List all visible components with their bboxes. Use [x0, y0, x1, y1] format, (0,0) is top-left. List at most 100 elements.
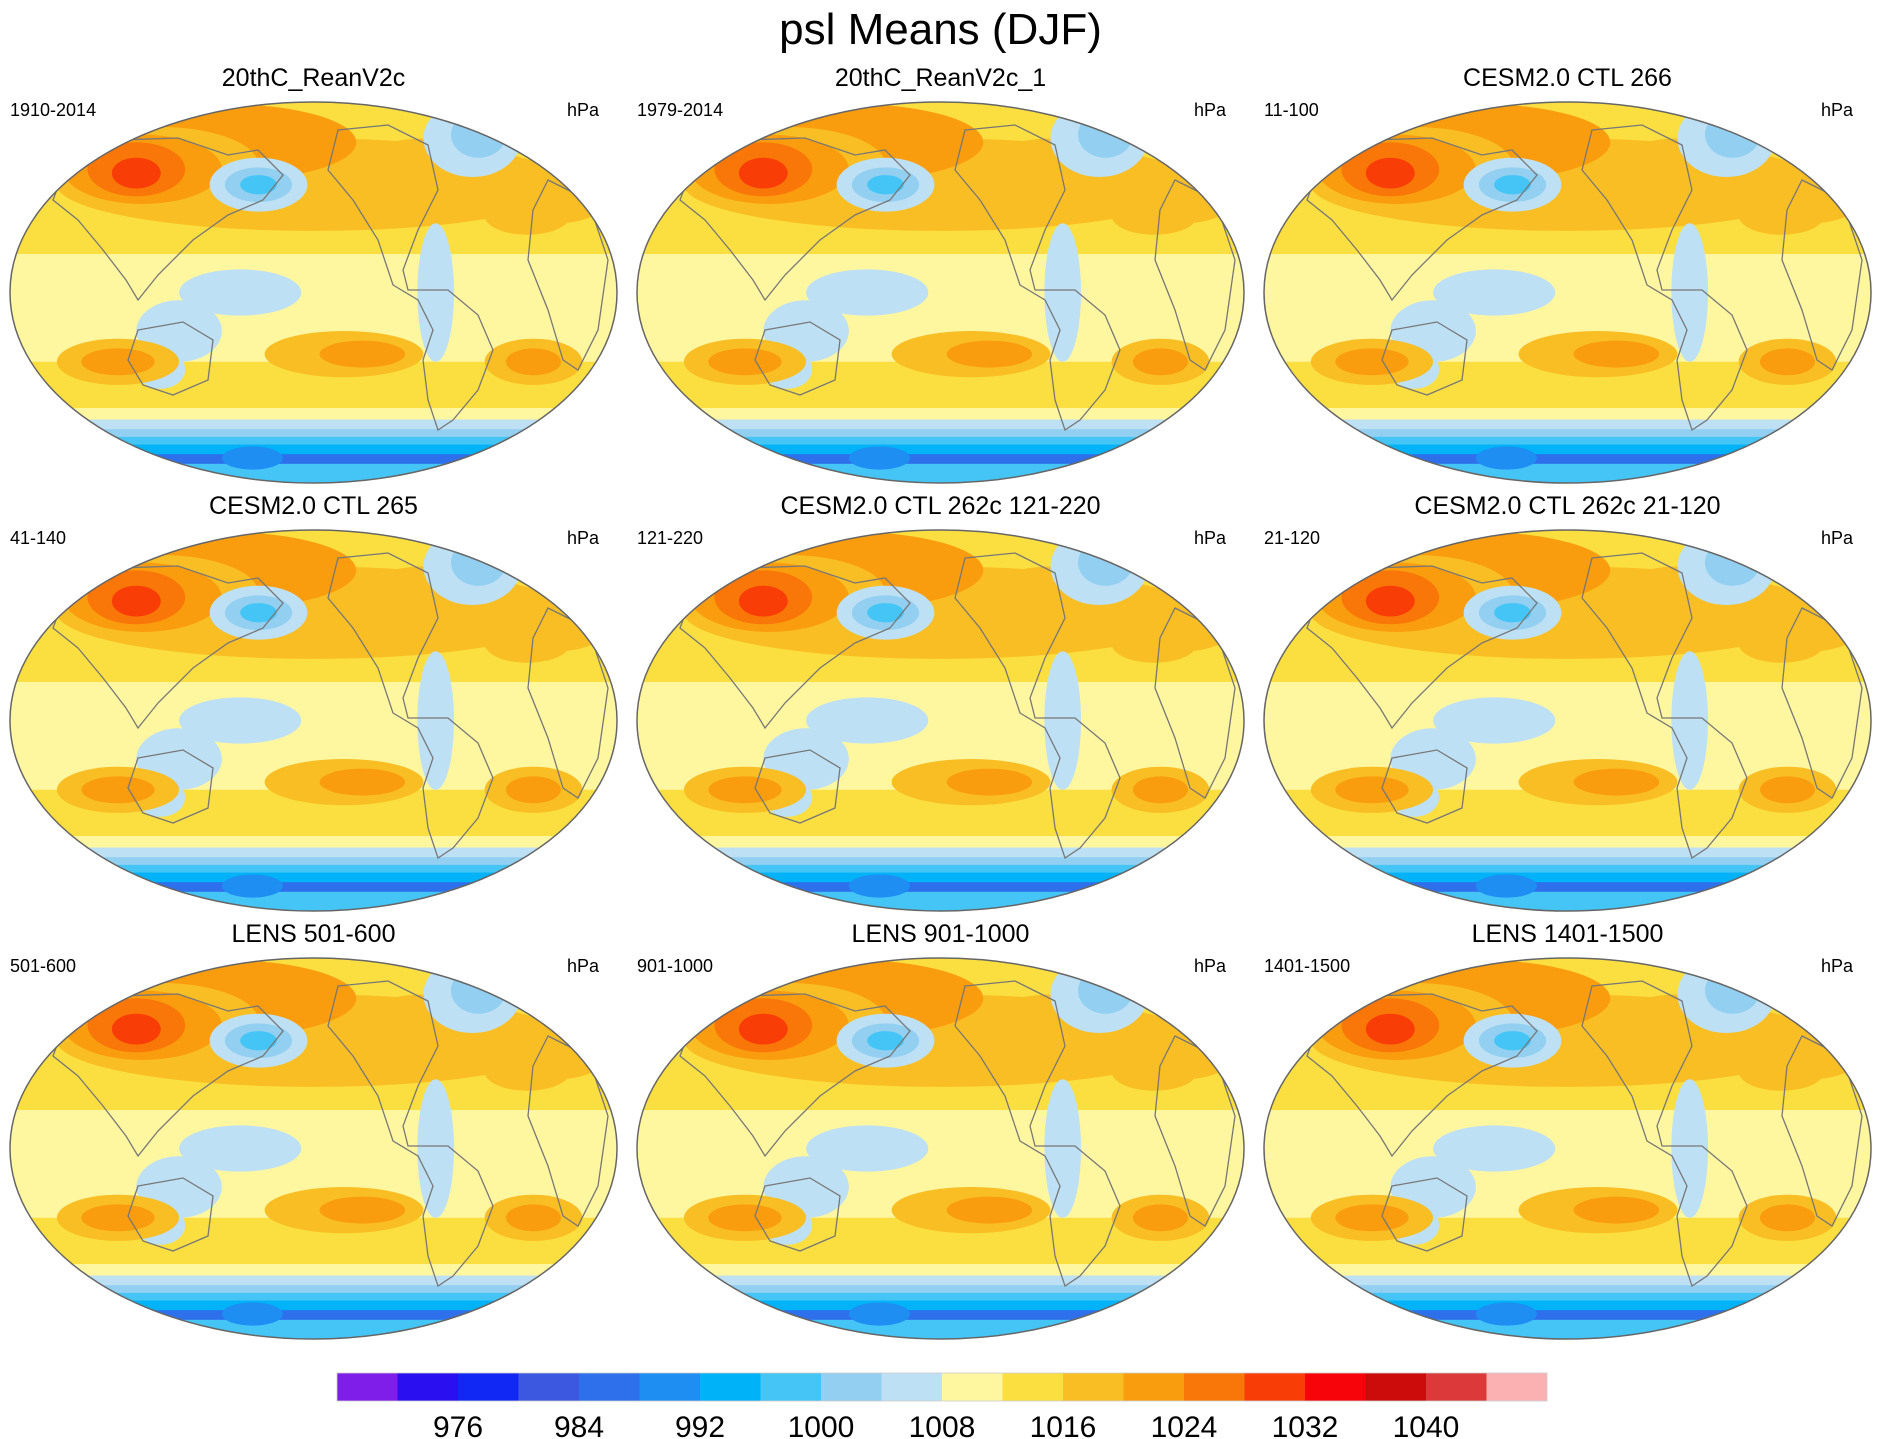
- coastline: [1781, 1035, 1863, 1227]
- pressure-band: [10, 444, 617, 456]
- pressure-band: [1264, 1110, 1871, 1142]
- colorbar-swatch: [518, 1373, 579, 1401]
- pressure-contour: [1365, 1013, 1415, 1045]
- pressure-band: [1264, 429, 1871, 438]
- pressure-contour: [1759, 1204, 1815, 1232]
- coastline: [527, 1035, 609, 1227]
- pressure-band: [10, 419, 617, 431]
- coastline: [1306, 565, 1538, 730]
- pressure-contour: [1671, 223, 1709, 362]
- pressure-band: [10, 254, 617, 286]
- colorbar-swatch: [397, 1373, 458, 1401]
- pressure-contour: [1365, 585, 1415, 617]
- colorbar-swatch: [337, 1373, 398, 1401]
- pressure-contour: [1335, 776, 1409, 804]
- pressure-band: [1264, 419, 1871, 431]
- period-label: 901-1000: [637, 956, 714, 976]
- panel-title: 20thC_ReanV2c_1: [834, 64, 1047, 92]
- pressure-band: [1264, 1264, 1871, 1277]
- pressure-contour: [1475, 874, 1537, 898]
- pressure-band: [10, 1310, 617, 1321]
- pressure-contour: [1475, 446, 1537, 470]
- map-border: [1263, 101, 1872, 484]
- coastline: [327, 124, 494, 432]
- pressure-band: [10, 454, 617, 465]
- pressure-band: [637, 254, 1244, 286]
- colorbar-tick-label: 1008: [909, 1411, 976, 1439]
- pressure-contour: [179, 697, 302, 744]
- sea-level-pressure-map: [9, 101, 618, 484]
- pressure-contour: [417, 1079, 455, 1218]
- colorbar-swatch: [1002, 1373, 1063, 1401]
- coastline: [127, 1177, 214, 1252]
- pressure-contour: [848, 446, 910, 470]
- units-label: hPa: [1193, 528, 1226, 548]
- coastline: [127, 321, 214, 396]
- page-title: psl Means (DJF): [779, 5, 1102, 54]
- pressure-band: [10, 1264, 617, 1277]
- colorbar-swatch: [1305, 1373, 1366, 1401]
- pressure-contour: [1704, 111, 1760, 158]
- map-panel: 20thC_ReanV2c 1910-2014 hPa: [0, 62, 627, 490]
- pressure-field: [10, 102, 617, 483]
- map-border: [636, 101, 1245, 484]
- pressure-contour: [1077, 967, 1133, 1014]
- pressure-contour: [417, 651, 455, 790]
- pressure-band: [637, 1275, 1244, 1287]
- pressure-contour: [1704, 967, 1760, 1014]
- pressure-contour: [179, 1125, 302, 1172]
- pressure-contour: [1738, 1052, 1825, 1091]
- pressure-band: [1264, 847, 1871, 859]
- coastline: [679, 993, 911, 1158]
- pressure-contour: [1433, 697, 1556, 744]
- sea-level-pressure-map: [636, 101, 1245, 484]
- pressure-contour: [1671, 1079, 1709, 1218]
- panel-title: LENS 1401-1500: [1471, 920, 1664, 948]
- pressure-contour: [806, 269, 929, 316]
- pressure-contour: [1573, 768, 1660, 796]
- pressure-contour: [1077, 111, 1133, 158]
- colorbar-swatch: [579, 1373, 640, 1401]
- pressure-band: [637, 1264, 1244, 1277]
- pressure-contour: [1671, 651, 1709, 790]
- pressure-band: [637, 857, 1244, 866]
- pressure-band: [637, 1292, 1244, 1302]
- pressure-contour: [319, 768, 406, 796]
- pressure-contour: [1433, 1125, 1556, 1172]
- coastline: [1581, 552, 1748, 860]
- colorbar-swatch: [1426, 1373, 1487, 1401]
- pressure-contour: [81, 348, 155, 376]
- sea-level-pressure-map: [9, 529, 618, 912]
- pressure-band: [10, 836, 617, 849]
- pressure-contour: [484, 624, 571, 663]
- period-label: 1401-1500: [1264, 956, 1351, 976]
- units-label: hPa: [1820, 956, 1853, 976]
- pressure-band: [10, 429, 617, 438]
- coastline: [754, 321, 841, 396]
- pressure-contour: [848, 1302, 910, 1326]
- pressure-contour: [708, 348, 782, 376]
- coastline: [1154, 179, 1236, 371]
- colorbar-swatch: [1365, 1373, 1426, 1401]
- pressure-band: [637, 444, 1244, 456]
- pressure-contour: [81, 776, 155, 804]
- map-panel: 20thC_ReanV2c_1 1979-2014 hPa: [627, 62, 1254, 490]
- colorbar-tick-label: 1024: [1151, 1411, 1218, 1439]
- pressure-contour: [111, 585, 161, 617]
- pressure-contour: [1494, 1031, 1531, 1051]
- period-label: 21-120: [1264, 528, 1321, 548]
- coastline: [954, 124, 1121, 432]
- pressure-band: [10, 857, 617, 866]
- pressure-contour: [221, 874, 283, 898]
- coastline: [327, 552, 494, 860]
- period-label: 11-100: [1264, 100, 1319, 120]
- pressure-contour: [1132, 1204, 1188, 1232]
- pressure-band: [1264, 1275, 1871, 1287]
- pressure-contour: [1044, 223, 1082, 362]
- pressure-band: [1264, 1319, 1871, 1339]
- pressure-band: [10, 1319, 617, 1339]
- map-panel: CESM2.0 CTL 262c 21-120 21-120 hPa: [1254, 490, 1881, 918]
- pressure-band: [637, 864, 1244, 874]
- map-panel: LENS 1401-1500 1401-1500 hPa: [1254, 918, 1881, 1346]
- pressure-band: [637, 463, 1244, 483]
